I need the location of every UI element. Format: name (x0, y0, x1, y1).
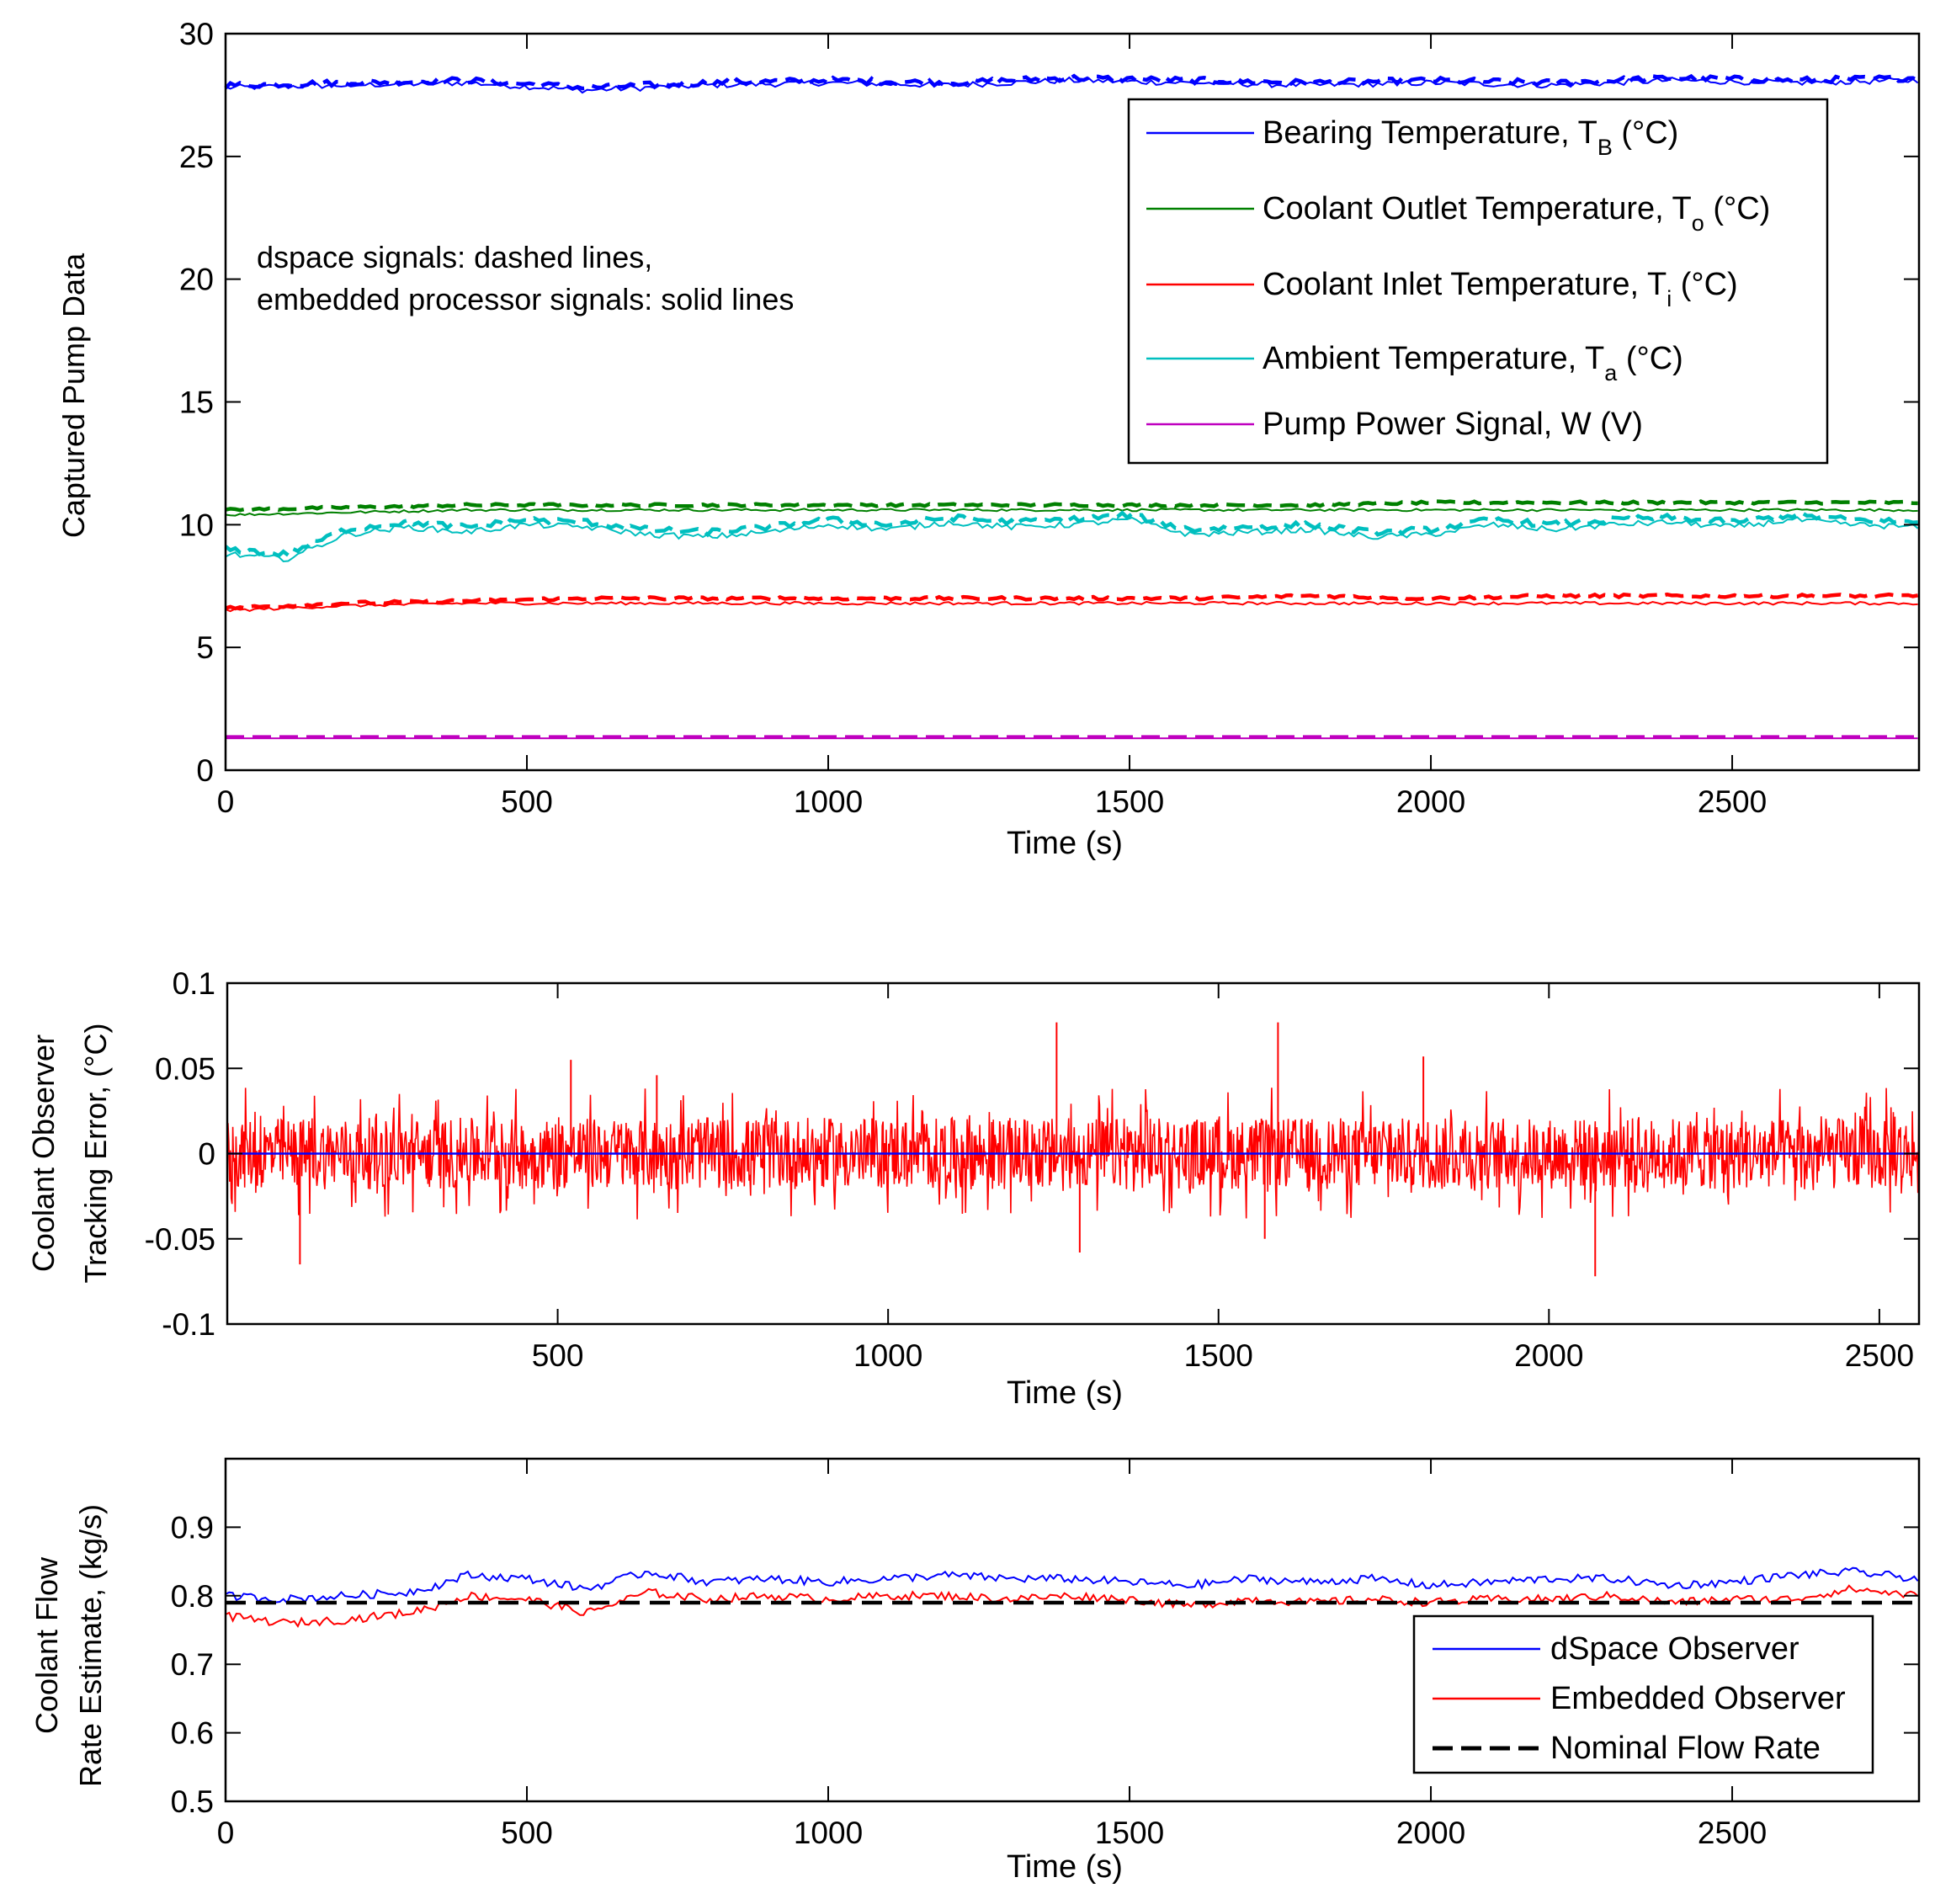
pump-series-2 (225, 592, 1919, 613)
pump-y-tick-label: 5 (196, 630, 214, 665)
pump-legend-box (1127, 98, 1829, 465)
err-y-tick-label: 0 (198, 1137, 215, 1172)
err-y-tick-label: 0.1 (173, 966, 215, 1001)
pump-series-solid-line (225, 76, 1919, 94)
pump-series-0 (224, 73, 1919, 94)
pump-series-solid-line (225, 516, 1919, 563)
annotation-solid: embedded processor signals: solid lines (257, 282, 794, 316)
pump-series-solid-line (225, 508, 1918, 517)
flow-legend-label: dSpace Observer (1550, 1631, 1799, 1667)
pump-series-dashed-line (224, 510, 1918, 558)
pump-y-tick-label: 25 (179, 140, 214, 174)
flow-legend: dSpace Observer Embedded Observer Nominal … (1412, 1614, 1874, 1774)
pump-y-tick-label: 10 (179, 508, 214, 542)
pump-y-axis-label: Captured Pump Data (56, 253, 91, 538)
flow-y-tick-label: 0.5 (171, 1784, 214, 1819)
pump-y-tick-label: 0 (196, 753, 214, 788)
flow-legend-label: Embedded Observer (1550, 1681, 1846, 1716)
pump-x-tick-label: 2500 (1698, 784, 1767, 819)
err-x-tick-label: 1500 (1184, 1338, 1253, 1373)
flow-y-axis-label-line1: Coolant Flow (29, 1556, 64, 1734)
flow-x-tick-label: 0 (217, 1816, 235, 1850)
pump-y-tick-label: 15 (179, 386, 214, 420)
pump-legend-label: Pump Power Signal, W (V) (1263, 407, 1643, 442)
flow-x-tick-label: 2500 (1698, 1816, 1767, 1850)
pump-x-tick-label: 1000 (794, 784, 863, 819)
annotation-dashed: dspace signals: dashed lines, (257, 240, 652, 274)
pump-series-dashed-line (224, 73, 1919, 92)
flow-legend-label: Nominal Flow Rate (1550, 1731, 1821, 1766)
err-x-tick-label: 2000 (1514, 1338, 1583, 1373)
pump-series-4 (226, 735, 1918, 740)
flow-y-tick-label: 0.7 (171, 1647, 214, 1682)
flow-x-tick-label: 1000 (794, 1816, 863, 1850)
err-x-tick-label: 500 (532, 1338, 584, 1373)
err-y-tick-label: -0.1 (162, 1307, 215, 1342)
flow-frame (224, 1457, 1921, 1803)
pump-series-solid-line (225, 600, 1918, 613)
tracking-error-axes: 500 1000 1500 2000 2500 -0.1 -0.05 0 0.05 0.1 (145, 966, 1921, 1373)
pump-x-axis-label: Time (s) (1007, 826, 1123, 861)
error-y-axis-label-line1: Coolant Observer (26, 1034, 61, 1272)
pump-x-tick-label: 0 (217, 784, 235, 819)
err-x-tick-label: 2500 (1845, 1338, 1914, 1373)
flow-dspace-line (225, 1566, 1919, 1605)
pump-y-tick-label: 20 (179, 263, 214, 297)
pump-y-tick-label: 30 (179, 17, 214, 51)
pump-x-tick-label: 1500 (1095, 784, 1164, 819)
error-x-axis-label: Time (s) (1007, 1375, 1123, 1411)
flow-x-tick-label: 500 (501, 1816, 553, 1850)
flow-y-tick-label: 0.8 (171, 1579, 214, 1614)
err-y-tick-label: -0.05 (145, 1222, 215, 1257)
pump-legend: Bearing Temperature, TB (°C)Coolant Outl… (1127, 98, 1829, 465)
flow-y-tick-label: 0.9 (171, 1510, 214, 1545)
flow-y-axis-label-line2: Rate Estimate, (kg/s) (73, 1504, 108, 1787)
pump-series-dashed-line (225, 499, 1918, 513)
pump-series-3 (224, 510, 1919, 563)
flow-x-tick-label: 2000 (1396, 1816, 1465, 1850)
pump-x-tick-label: 2000 (1396, 784, 1465, 819)
err-x-tick-label: 1000 (853, 1338, 922, 1373)
error-y-axis-label-line2: Tracking Error, (°C) (78, 1023, 113, 1283)
pump-x-tick-label: 500 (501, 784, 553, 819)
flow-x-tick-label: 1500 (1095, 1816, 1164, 1850)
flow-x-axis-label: Time (s) (1007, 1849, 1123, 1885)
flow-y-tick-label: 0.6 (171, 1716, 214, 1751)
pump-series-1 (225, 499, 1918, 517)
err-y-tick-label: 0.05 (155, 1051, 215, 1086)
pump-series-dashed-line (225, 592, 1919, 611)
